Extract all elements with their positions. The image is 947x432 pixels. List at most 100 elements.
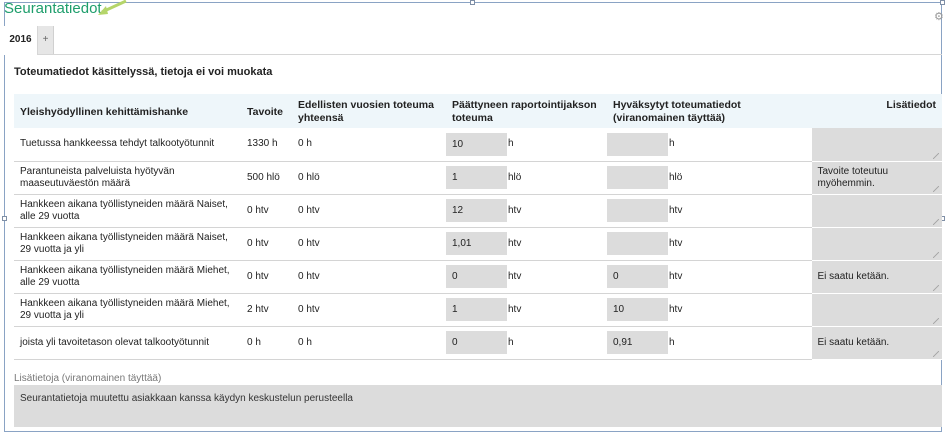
previous-value: 0 htv — [292, 227, 446, 261]
period-input[interactable]: 10 — [446, 132, 507, 156]
notes-textarea[interactable]: Tavoite toteutuu myöhemmin. — [810, 161, 942, 195]
resize-grip-icon[interactable] — [933, 185, 939, 192]
indicator-table: Yleishyödyllinen kehittämishanke Tavoite… — [14, 94, 942, 360]
table-header-row: Yleishyödyllinen kehittämishanke Tavoite… — [14, 94, 942, 128]
approved-cell: htv — [607, 227, 811, 261]
approved-input[interactable]: 0,91 — [607, 331, 668, 354]
approved-cell: 10 htv — [607, 293, 811, 327]
period-cell: 1 hlö — [446, 161, 607, 195]
period-unit: htv — [508, 237, 522, 249]
resize-grip-icon[interactable] — [933, 152, 939, 159]
add-tab-button[interactable]: + — [38, 26, 54, 54]
period-unit: h — [508, 336, 514, 348]
header-previous: Edellisten vuosien toteuma yhteensä — [292, 94, 446, 128]
period-unit: htv — [508, 270, 522, 282]
header-approved: Hyväksytyt toteumatiedot (viranomainen t… — [607, 94, 811, 128]
approved-cell: hlö — [607, 161, 811, 195]
previous-value: 0 hlö — [292, 161, 446, 195]
approved-unit: h — [669, 336, 675, 348]
indicator-name: Hankkeen aikana työllistyneiden määrä Mi… — [14, 260, 241, 294]
indicator-name: Hankkeen aikana työllistyneiden määrä Na… — [14, 227, 241, 261]
period-input[interactable]: 1 — [446, 166, 507, 189]
extra-info-textarea[interactable]: Seurantatietoja muutettu asiakkaan kanss… — [14, 385, 942, 427]
previous-value: 0 htv — [292, 293, 446, 327]
resize-handle-left[interactable] — [2, 216, 7, 221]
table-row: Hankkeen aikana työllistyneiden määrä Na… — [14, 227, 942, 261]
period-input[interactable]: 0 — [446, 331, 507, 354]
approved-cell: htv — [607, 194, 811, 228]
notes-textarea[interactable] — [810, 194, 942, 228]
approved-unit: hlö — [669, 171, 683, 183]
period-unit: htv — [508, 303, 522, 315]
target-value: 0 htv — [241, 227, 292, 261]
header-notes: Lisätiedot — [811, 94, 942, 128]
header-target: Tavoite — [241, 94, 292, 128]
notes-text: Ei saatu ketään. — [817, 270, 890, 282]
resize-handle-top[interactable] — [470, 0, 475, 5]
notes-textarea[interactable] — [810, 293, 942, 327]
table-row: joista yli tavoitetason olevat talkootyö… — [14, 326, 942, 360]
indicator-name: Parantuneista palveluista hyötyvän maase… — [14, 161, 241, 195]
gear-icon[interactable]: ⚙ — [934, 11, 944, 23]
approved-input[interactable] — [607, 199, 668, 222]
period-input[interactable]: 1 — [446, 298, 507, 321]
resize-grip-icon[interactable] — [933, 284, 939, 291]
approved-input[interactable]: 10 — [607, 298, 668, 321]
approved-cell: h — [607, 128, 811, 162]
previous-value: 0 h — [292, 128, 446, 162]
table-row: Parantuneista palveluista hyötyvän maase… — [14, 161, 942, 195]
year-tabs: 2016 + — [4, 26, 942, 55]
indicator-name: Tuetussa hankkeessa tehdyt talkootyötunn… — [14, 128, 241, 162]
approved-unit: htv — [669, 237, 683, 249]
target-value: 0 h — [241, 326, 292, 360]
resize-grip-icon[interactable] — [933, 350, 939, 357]
period-cell: 10 h — [446, 128, 607, 162]
resize-handle-top-right[interactable] — [940, 0, 945, 5]
section-title: Toteumatiedot käsittelyssä, tietoja ei v… — [14, 66, 273, 78]
target-value: 0 htv — [241, 194, 292, 228]
notes-textarea[interactable] — [810, 227, 942, 261]
table-row: Tuetussa hankkeessa tehdyt talkootyötunn… — [14, 128, 942, 162]
period-cell: 12 htv — [446, 194, 607, 228]
target-value: 0 htv — [241, 260, 292, 294]
period-unit: htv — [508, 204, 522, 216]
approved-cell: 0,91 h — [607, 326, 811, 360]
previous-value: 0 htv — [292, 260, 446, 294]
table-row: Hankkeen aikana työllistyneiden määrä Mi… — [14, 260, 942, 294]
period-input[interactable]: 1,01 — [446, 232, 507, 255]
extra-info-label: Lisätietoja (viranomainen täyttää) — [14, 373, 162, 384]
header-indicator: Yleishyödyllinen kehittämishanke — [14, 94, 241, 128]
period-input[interactable]: 0 — [446, 265, 507, 288]
annotation-arrow-icon — [98, 0, 127, 15]
indicator-name: joista yli tavoitetason olevat talkootyö… — [14, 326, 241, 360]
previous-value: 0 h — [292, 326, 446, 360]
resize-grip-icon[interactable] — [933, 317, 939, 324]
resize-grip-icon[interactable] — [933, 251, 939, 258]
target-value: 500 hlö — [241, 161, 292, 195]
previous-value: 0 htv — [292, 194, 446, 228]
notes-textarea[interactable]: Ei saatu ketään. — [810, 326, 942, 360]
period-cell: 0 htv — [446, 260, 607, 294]
table-row: Hankkeen aikana työllistyneiden määrä Mi… — [14, 293, 942, 327]
notes-textarea[interactable] — [810, 128, 942, 162]
tab-2016[interactable]: 2016 — [4, 26, 38, 55]
target-value: 2 htv — [241, 293, 292, 327]
period-unit: h — [508, 138, 514, 150]
approved-input[interactable]: 0 — [607, 265, 668, 288]
target-value: 1330 h — [241, 128, 292, 162]
table-row: Hankkeen aikana työllistyneiden määrä Na… — [14, 194, 942, 228]
period-cell: 1,01 htv — [446, 227, 607, 261]
approved-input[interactable] — [607, 166, 668, 189]
period-input[interactable]: 12 — [446, 199, 507, 222]
approved-input[interactable] — [607, 232, 668, 255]
period-unit: hlö — [508, 171, 522, 183]
approved-cell: 0 htv — [607, 260, 811, 294]
approved-unit: h — [669, 138, 675, 150]
app-title: Seurantatiedot — [4, 0, 102, 17]
indicator-name: Hankkeen aikana työllistyneiden määrä Mi… — [14, 293, 241, 327]
resize-grip-icon[interactable] — [933, 218, 939, 225]
extra-info-text: Seurantatietoja muutettu asiakkaan kanss… — [20, 393, 353, 404]
approved-input[interactable] — [607, 132, 668, 156]
notes-textarea[interactable]: Ei saatu ketään. — [810, 260, 942, 294]
